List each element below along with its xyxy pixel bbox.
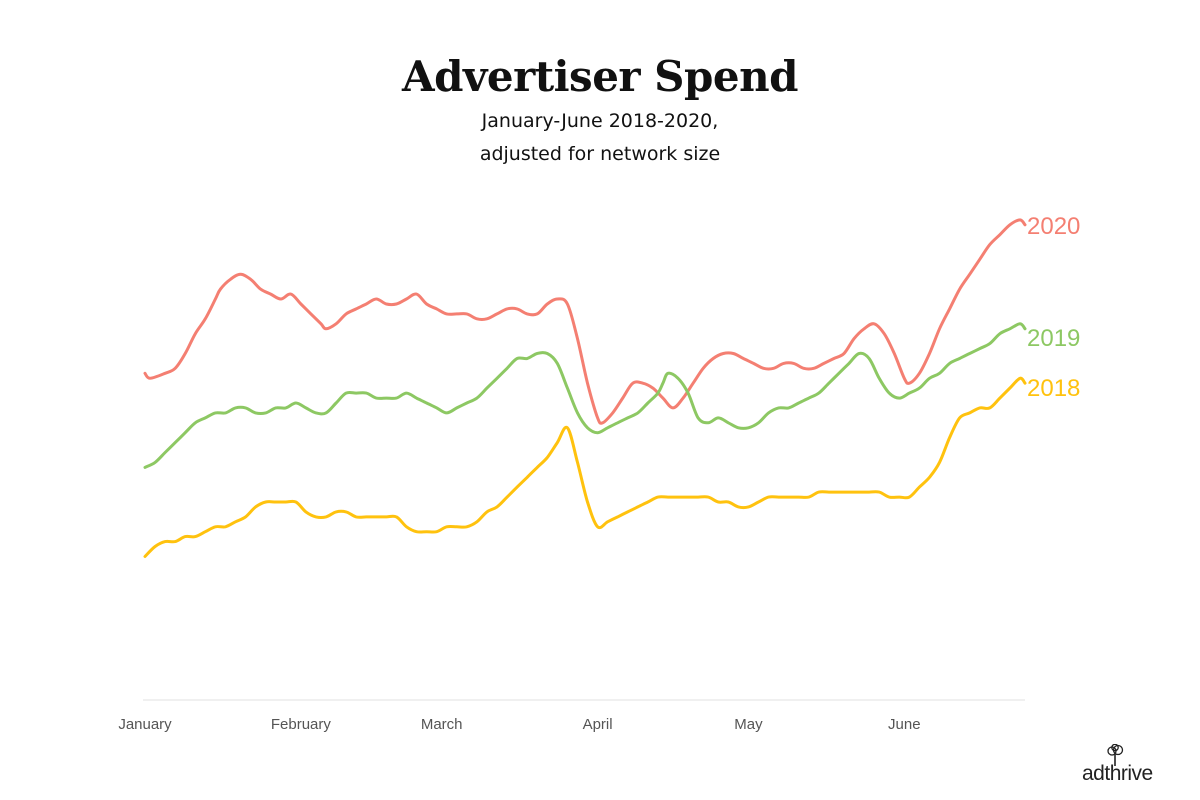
x-tick-label-january: January [118, 716, 172, 733]
x-tick-label-february: February [271, 716, 332, 733]
series-line-2020 [143, 218, 1027, 425]
x-tick-label-june: June [888, 716, 921, 733]
brand-logo: adthrive [1082, 744, 1178, 786]
series-end-label-2018: 2018 [1027, 375, 1080, 402]
series-lines [143, 218, 1027, 558]
x-tick-label-april: April [583, 716, 613, 733]
brand-logo-text: adthrive [1082, 762, 1153, 785]
x-tick-label-may: May [734, 716, 763, 733]
series-end-label-2019: 2019 [1027, 325, 1080, 352]
series-line-2019 [143, 322, 1027, 469]
x-tick-labels: January February March April May June [118, 716, 920, 733]
series-end-labels: 2020 2019 2018 [1027, 213, 1080, 402]
chart-title: Advertiser Spend [401, 52, 799, 101]
tree-icon [1107, 744, 1124, 766]
series-end-label-2020: 2020 [1027, 213, 1080, 240]
chart-subtitle-line2: adjusted for network size [479, 143, 721, 165]
chart-subtitle-line1: January-June 2018-2020, [481, 110, 719, 132]
x-tick-label-march: March [421, 716, 463, 733]
series-line-2018 [143, 376, 1027, 558]
